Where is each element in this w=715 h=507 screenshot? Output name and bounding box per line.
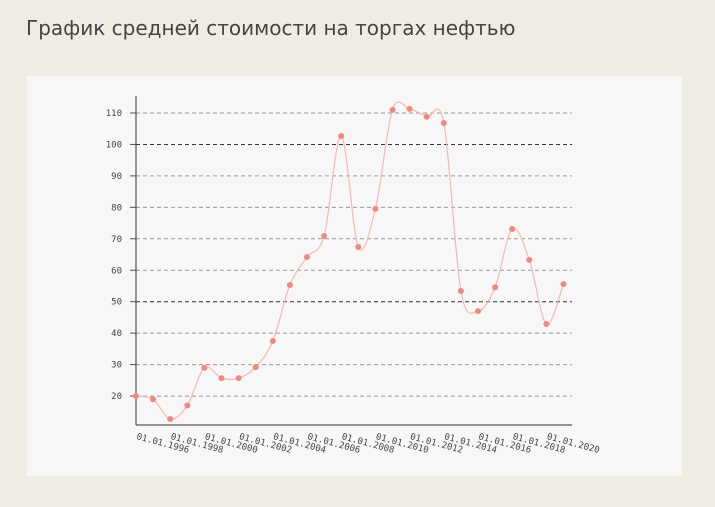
data-point (372, 205, 379, 212)
data-point (509, 226, 516, 233)
y-tick-label: 70 (111, 235, 122, 245)
data-point (304, 254, 310, 261)
y-tick-label: 80 (111, 203, 122, 213)
y-tick-label: 30 (111, 361, 122, 371)
y-tick-label: 90 (111, 172, 122, 182)
data-point (406, 105, 413, 112)
data-point (475, 308, 481, 315)
data-point (492, 284, 499, 291)
data-point (269, 338, 276, 345)
data-point (235, 375, 242, 382)
page-title: График средней стоимости на торгах нефть… (26, 16, 516, 40)
data-point (355, 243, 362, 250)
data-point (457, 288, 464, 295)
data-point (560, 281, 567, 288)
data-point (218, 375, 225, 382)
y-tick-label: 50 (111, 298, 122, 308)
data-point (338, 132, 345, 139)
data-point (389, 106, 396, 113)
data-point (184, 402, 191, 409)
data-point (252, 364, 259, 371)
y-tick-label: 100 (106, 140, 122, 150)
data-point (150, 396, 157, 403)
data-point (201, 364, 208, 371)
y-tick-label: 110 (106, 109, 122, 119)
data-point (440, 120, 447, 127)
data-line (135, 101, 565, 420)
data-point (321, 232, 328, 239)
data-point (543, 321, 550, 328)
data-point (423, 113, 430, 120)
y-tick-label: 60 (111, 266, 122, 276)
data-point (167, 416, 174, 423)
y-tick-label: 40 (111, 329, 122, 339)
data-point (526, 256, 533, 263)
data-point (286, 282, 293, 289)
data-point (133, 393, 139, 400)
y-tick-label: 20 (111, 392, 122, 402)
